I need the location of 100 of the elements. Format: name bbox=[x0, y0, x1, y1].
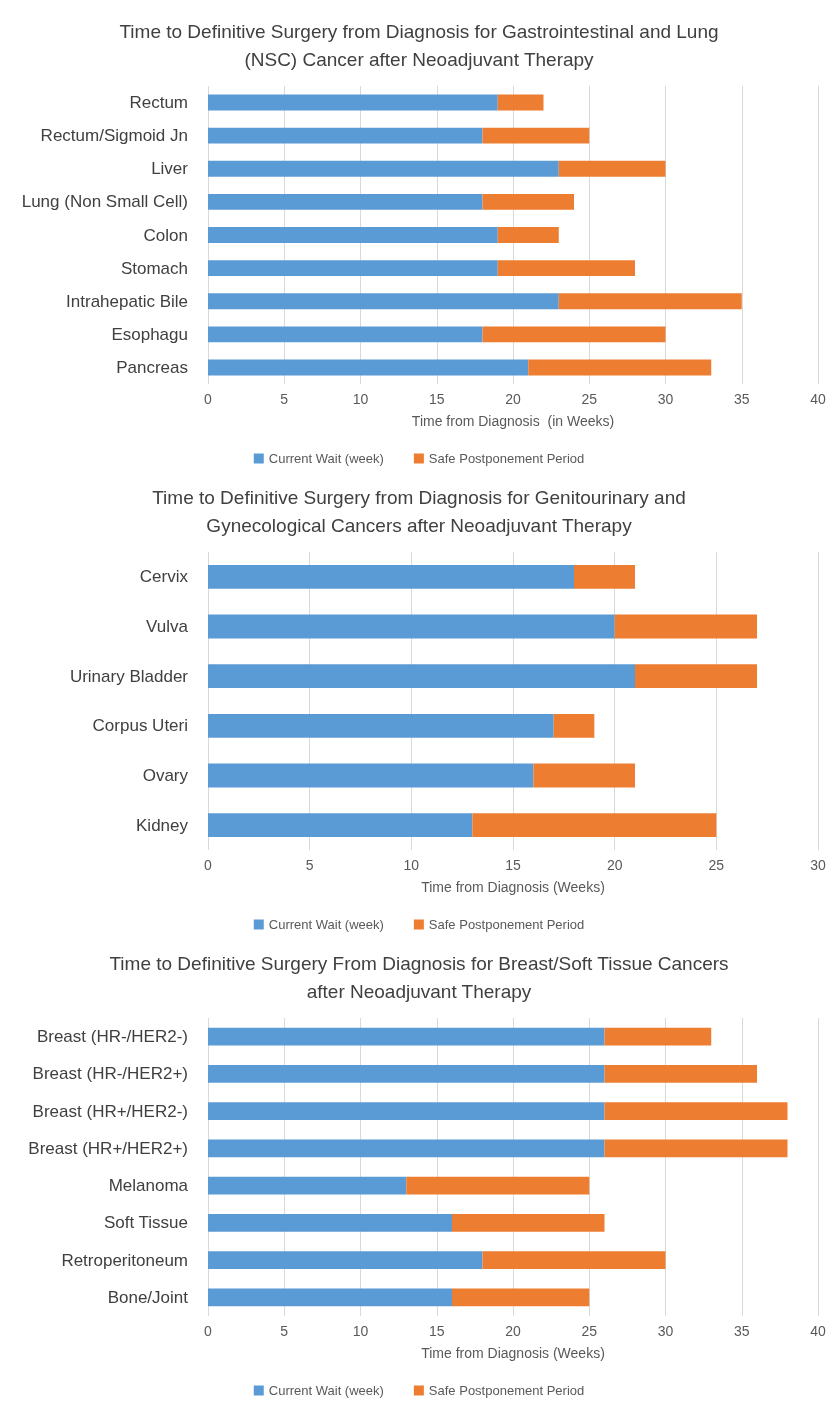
bar bbox=[208, 813, 473, 838]
bar bbox=[208, 713, 554, 738]
x-tick-label: 25 bbox=[581, 1323, 598, 1339]
bar bbox=[208, 564, 574, 589]
bar bbox=[452, 1213, 605, 1232]
x-tick-label: 20 bbox=[505, 391, 521, 407]
bar bbox=[208, 1288, 452, 1307]
bar bbox=[208, 1139, 605, 1158]
x-tick-label: 10 bbox=[352, 391, 369, 407]
bar bbox=[635, 664, 757, 689]
chart-title: Time to Definitive Surgery from Diagnosis for Gastrointestinal and Lung (NSC) Cancer after Neoadjuvant Therapy bbox=[119, 20, 719, 70]
bar bbox=[558, 160, 666, 177]
y-tick-label: Soft Tissue bbox=[103, 1213, 188, 1233]
y-tick-label: Breast (HR-/HER2-) bbox=[36, 1027, 188, 1047]
bar bbox=[208, 293, 559, 310]
legend-label: Safe Postponement Period bbox=[428, 451, 585, 466]
bar bbox=[208, 614, 615, 639]
bar bbox=[208, 160, 559, 177]
bar bbox=[533, 763, 635, 788]
bar bbox=[208, 763, 534, 788]
y-tick-label: Colon bbox=[143, 225, 188, 245]
x-axis-title: Time from Diagnosis (in Weeks) bbox=[411, 413, 615, 429]
y-tick-label: Urinary Bladder bbox=[69, 666, 189, 686]
bar bbox=[208, 1176, 407, 1195]
x-tick-label: 30 bbox=[657, 1323, 674, 1339]
x-axis-title: Time from Diagnosis (Weeks) bbox=[421, 1345, 605, 1361]
x-tick-label: 20 bbox=[505, 1323, 521, 1339]
bar bbox=[497, 94, 544, 111]
y-tick-label: Intrahepatic Bile bbox=[66, 291, 188, 311]
y-tick-label: Esophagu bbox=[111, 324, 188, 344]
bar bbox=[553, 713, 595, 738]
bar bbox=[604, 1139, 788, 1158]
x-tick-label: 10 bbox=[403, 857, 420, 873]
bar bbox=[497, 260, 635, 277]
bar bbox=[208, 664, 635, 689]
x-tick-label: 25 bbox=[581, 391, 598, 407]
y-tick-label: Rectum bbox=[129, 93, 188, 113]
bar bbox=[604, 1102, 788, 1121]
y-tick-label: Lung (Non Small Cell) bbox=[21, 192, 188, 212]
bar bbox=[558, 293, 742, 310]
bar bbox=[208, 1213, 452, 1232]
y-tick-label: Liver bbox=[151, 159, 189, 179]
x-axis-title: Time from Diagnosis (Weeks) bbox=[421, 879, 605, 895]
x-tick-label: 0 bbox=[204, 1323, 213, 1339]
bar bbox=[604, 1064, 757, 1083]
chart-title: Time to Definitive Surgery from Diagnosis for Genitourinary and Gynecological Cancers after Neoadjuvant Therapy bbox=[152, 486, 686, 536]
legend-label: Current Wait (week) bbox=[268, 451, 384, 466]
y-tick-label: Cervix bbox=[139, 567, 189, 587]
y-tick-label: Breast (HR+/HER2+) bbox=[28, 1138, 188, 1158]
x-tick-label: 35 bbox=[733, 391, 750, 407]
bar bbox=[614, 614, 757, 639]
y-tick-label: Bone/Joint bbox=[107, 1287, 189, 1307]
y-tick-label: Stomach bbox=[120, 258, 188, 278]
y-tick-label: Kidney bbox=[136, 815, 189, 835]
x-tick-label: 15 bbox=[428, 391, 445, 407]
legend-label: Current Wait (week) bbox=[268, 917, 384, 932]
bar bbox=[482, 127, 590, 144]
y-tick-label: Vulva bbox=[146, 617, 189, 636]
x-tick-label: 5 bbox=[280, 391, 289, 407]
bar bbox=[406, 1176, 590, 1195]
y-tick-label: Corpus Uteri bbox=[92, 716, 188, 736]
x-tick-label: 25 bbox=[708, 857, 725, 873]
bar bbox=[497, 227, 559, 243]
x-tick-label: 20 bbox=[606, 857, 623, 873]
bar bbox=[208, 94, 498, 111]
x-tick-label: 10 bbox=[352, 1323, 369, 1339]
bar bbox=[208, 260, 498, 277]
bar bbox=[208, 1027, 605, 1046]
x-tick-label: 35 bbox=[733, 1323, 750, 1339]
x-tick-label: 0 bbox=[204, 857, 213, 873]
bar bbox=[208, 1251, 483, 1270]
x-tick-label: 30 bbox=[810, 857, 826, 873]
legend-label: Current Wait (week) bbox=[268, 1383, 384, 1398]
y-tick-label: Melanoma bbox=[108, 1176, 189, 1196]
bar bbox=[482, 193, 574, 210]
x-tick-label: 30 bbox=[657, 391, 674, 407]
bar bbox=[452, 1288, 590, 1307]
x-tick-label: 40 bbox=[810, 1323, 826, 1339]
bar bbox=[208, 127, 483, 144]
x-tick-label: 15 bbox=[505, 857, 521, 873]
bar bbox=[604, 1027, 712, 1046]
x-tick-label: 5 bbox=[280, 1323, 289, 1339]
bar bbox=[208, 1064, 605, 1083]
y-tick-label: Ovary bbox=[142, 766, 189, 785]
bar bbox=[528, 359, 712, 376]
bar bbox=[482, 326, 666, 343]
x-tick-label: 15 bbox=[428, 1323, 445, 1339]
bar bbox=[482, 1251, 666, 1270]
y-tick-label: Pancreas bbox=[116, 357, 188, 377]
y-tick-label: Breast (HR+/HER2-) bbox=[32, 1101, 188, 1121]
chart-title: Time to Definitive Surgery From Diagnosis for Breast/Soft Tissue Cancers after Neoadjuvant Therapy bbox=[109, 952, 729, 1002]
y-tick-label: Retroperitoneum bbox=[61, 1250, 188, 1270]
bar bbox=[472, 813, 717, 838]
y-tick-label: Rectum/Sigmoid Jn bbox=[40, 126, 188, 146]
y-tick-label: Breast (HR-/HER2+) bbox=[32, 1064, 188, 1084]
bar bbox=[574, 564, 635, 589]
bar bbox=[208, 326, 483, 343]
bar bbox=[208, 1102, 605, 1121]
legend-label: Safe Postponement Period bbox=[428, 917, 585, 932]
bar bbox=[208, 359, 529, 376]
